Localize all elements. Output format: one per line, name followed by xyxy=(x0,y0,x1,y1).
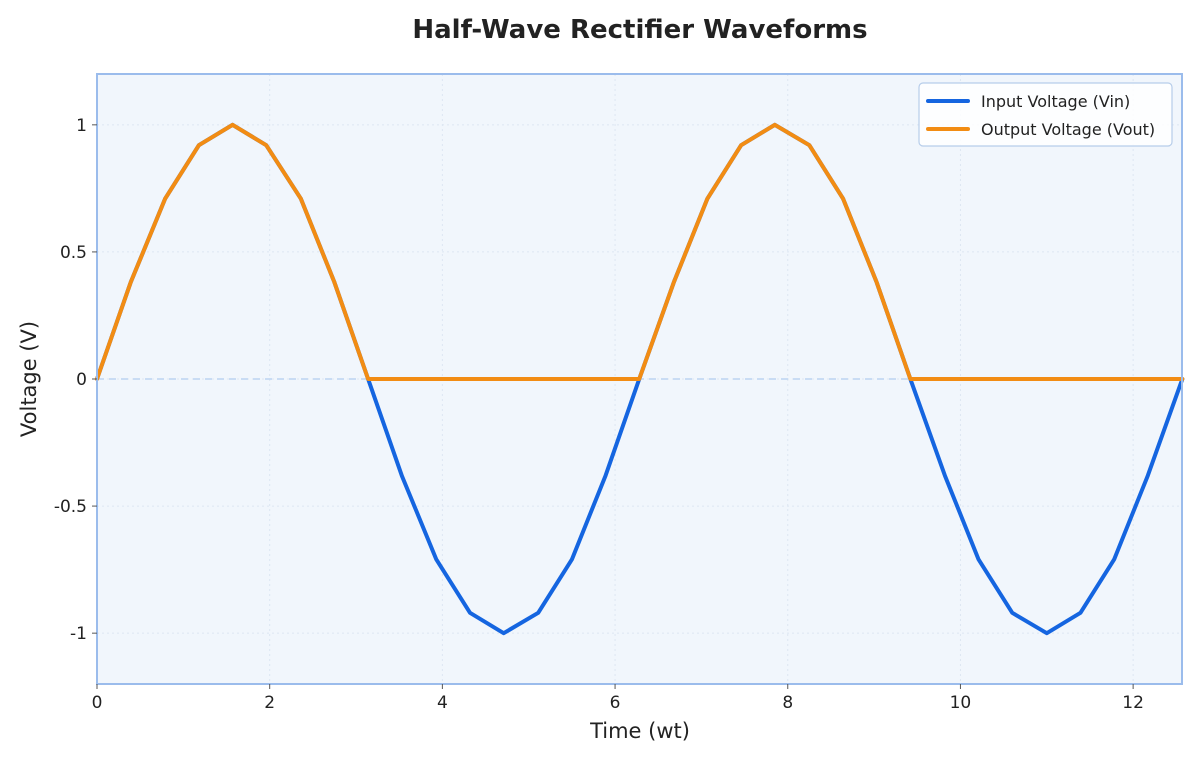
y-tick-label: 0.5 xyxy=(60,243,87,263)
x-tick-label: 10 xyxy=(950,693,972,713)
legend-box xyxy=(918,82,1173,147)
x-tick-label: 0 xyxy=(92,693,103,713)
legend: Input Voltage (Vin) Output Voltage (Vout… xyxy=(918,82,1173,147)
x-axis-ticks: 0 2 4 6 8 10 12 xyxy=(92,684,1144,713)
y-tick-label: 1 xyxy=(76,116,87,136)
x-axis-label: Time (wt) xyxy=(589,719,690,743)
x-tick-label: 12 xyxy=(1122,693,1144,713)
x-tick-label: 4 xyxy=(437,693,448,713)
series-line-output-voltage xyxy=(95,122,1185,381)
x-tick-label: 6 xyxy=(610,693,621,713)
legend-label-output: Output Voltage (Vout) xyxy=(981,120,1155,139)
chart-title: Half-Wave Rectifier Waveforms xyxy=(412,15,867,45)
x-tick-label: 2 xyxy=(264,693,275,713)
y-axis-ticks: 1 0.5 0 -0.5 -1 xyxy=(54,116,97,644)
legend-label-input: Input Voltage (Vin) xyxy=(981,92,1130,111)
y-axis-label: Voltage (V) xyxy=(17,321,41,437)
y-tick-label: -0.5 xyxy=(54,497,87,517)
y-tick-label: -1 xyxy=(70,624,87,644)
x-tick-label: 8 xyxy=(782,693,793,713)
y-tick-label: 0 xyxy=(76,370,87,390)
series-lines xyxy=(95,122,1185,636)
